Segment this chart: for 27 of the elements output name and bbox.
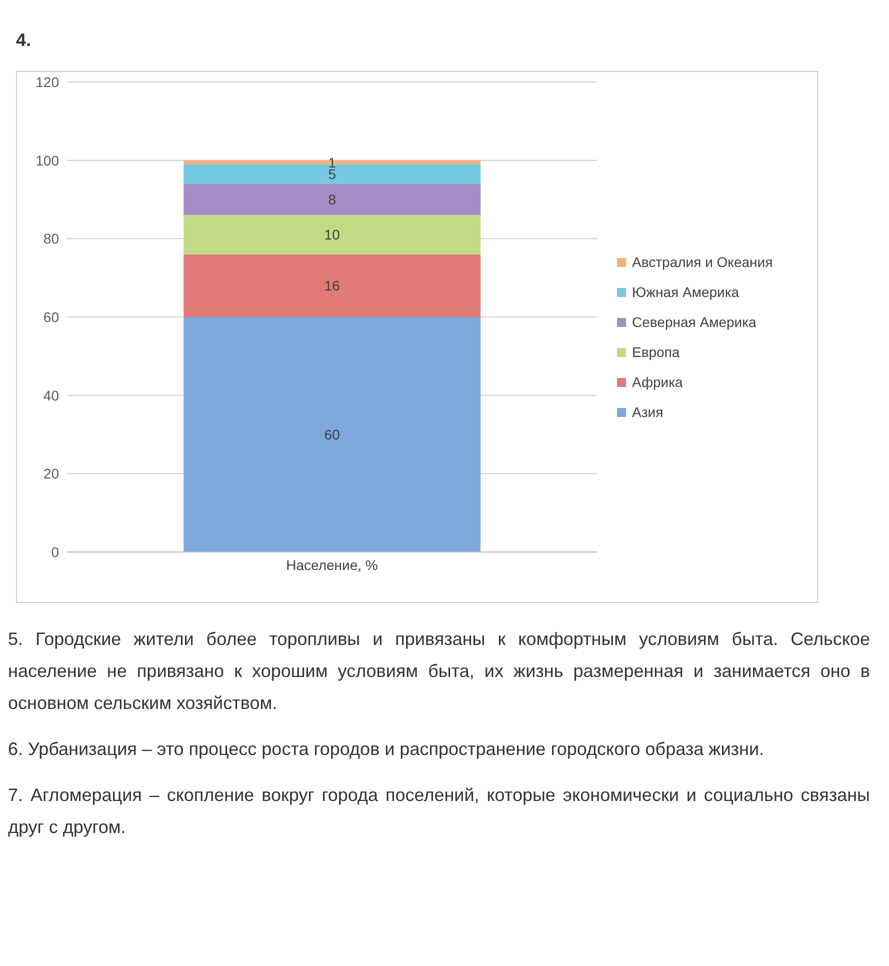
data-label: 8: [328, 191, 336, 208]
data-label: 5: [328, 166, 336, 182]
text: 5. Городские жители более торопливы и привязаны к комфортным условиям быта. Сельское население не привязано к хорошим условиям быта, их жизнь размеренная и занимается оно в основном сельским хозяйством.: [8, 628, 870, 715]
legend-label: Африка: [632, 374, 683, 390]
bar: [184, 317, 481, 552]
y-tick-label: 100: [36, 152, 60, 168]
y-tick-label: 80: [43, 230, 60, 247]
legend-label: Австралия и Океания: [632, 254, 773, 270]
bar: [184, 254, 481, 317]
data-label: 60: [324, 426, 340, 442]
data-label: 10: [324, 226, 340, 243]
y-tick-label: 120: [36, 74, 60, 90]
legend-label: Европа: [632, 344, 680, 360]
legend-label: Северная Америка: [632, 314, 756, 330]
y-tick-label: 60: [43, 308, 60, 325]
y-tick-label: 40: [43, 387, 60, 404]
legend-label: Азия: [632, 404, 664, 420]
chart-title: 4.: [16, 30, 32, 51]
legend-label: Южная Америка: [632, 284, 740, 300]
text: 6. Урбанизация – это процесс роста городов и распространение городского образа жизни.: [8, 738, 766, 761]
y-tick-label: 0: [51, 544, 60, 560]
bar: [184, 184, 481, 216]
bar: [184, 215, 481, 254]
y-tick-label: 20: [43, 466, 60, 482]
text: 7. Агломерация – скопление вокруг города поселений, которые экономически и социально связаны друг с другом.: [8, 784, 870, 839]
x-tick-label: Население, %: [286, 556, 378, 573]
data-label: 16: [324, 278, 340, 294]
